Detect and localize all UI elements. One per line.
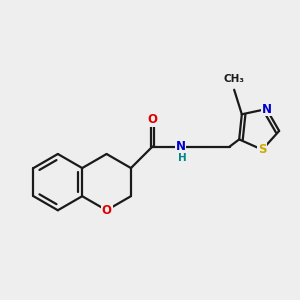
Text: CH₃: CH₃ (224, 74, 245, 84)
Text: N: N (262, 103, 272, 116)
Text: N: N (176, 140, 185, 153)
Text: O: O (102, 204, 112, 217)
Text: H: H (178, 153, 187, 163)
Text: O: O (147, 113, 158, 127)
Text: S: S (258, 143, 266, 156)
